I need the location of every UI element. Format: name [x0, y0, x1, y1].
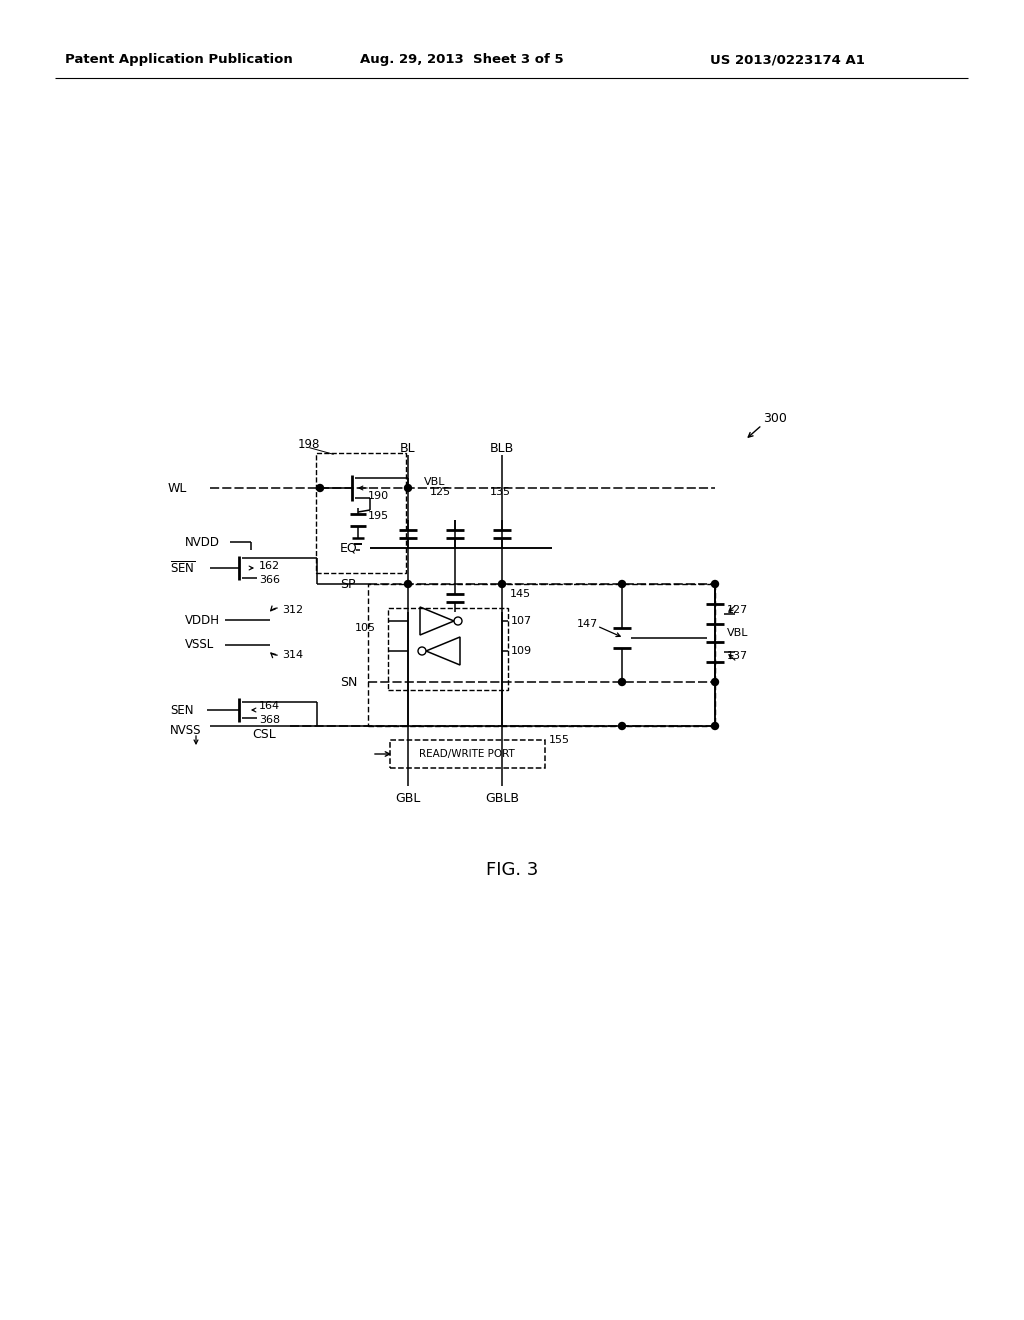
Circle shape — [618, 581, 626, 587]
Text: 147: 147 — [577, 619, 598, 630]
Text: SP: SP — [340, 578, 355, 590]
Text: NVDD: NVDD — [185, 536, 220, 549]
Text: 312: 312 — [282, 605, 303, 615]
Bar — [316, 453, 406, 573]
Text: SN: SN — [340, 676, 357, 689]
Bar — [388, 609, 508, 690]
Text: 162: 162 — [259, 561, 281, 572]
Text: 195: 195 — [368, 511, 389, 521]
Text: 368: 368 — [259, 715, 281, 725]
Text: VBL: VBL — [727, 628, 749, 638]
Text: GBLB: GBLB — [485, 792, 519, 804]
Text: BL: BL — [400, 441, 416, 454]
Text: CSL: CSL — [252, 727, 275, 741]
Text: 135: 135 — [490, 487, 511, 498]
Text: US 2013/0223174 A1: US 2013/0223174 A1 — [710, 54, 865, 66]
Circle shape — [316, 484, 324, 491]
Text: $\overline{\rm SEN}$: $\overline{\rm SEN}$ — [170, 560, 196, 576]
Text: 137: 137 — [727, 651, 749, 661]
Text: WL: WL — [168, 482, 187, 495]
Text: 314: 314 — [282, 649, 303, 660]
Text: GBL: GBL — [395, 792, 421, 804]
Text: 107: 107 — [511, 616, 532, 626]
Text: BLB: BLB — [489, 441, 514, 454]
Text: Patent Application Publication: Patent Application Publication — [65, 54, 293, 66]
Text: 125: 125 — [430, 487, 452, 498]
Text: VSSL: VSSL — [185, 639, 214, 652]
Text: 190: 190 — [368, 491, 389, 502]
Text: Aug. 29, 2013  Sheet 3 of 5: Aug. 29, 2013 Sheet 3 of 5 — [360, 54, 563, 66]
Text: VDDH: VDDH — [185, 614, 220, 627]
Text: 198: 198 — [298, 438, 321, 451]
Text: 109: 109 — [511, 645, 532, 656]
Text: 127: 127 — [727, 605, 749, 615]
Circle shape — [712, 722, 719, 730]
Circle shape — [404, 484, 412, 491]
Text: FIG. 3: FIG. 3 — [485, 861, 539, 879]
Text: 164: 164 — [259, 701, 281, 711]
Text: SEN: SEN — [170, 704, 194, 717]
Text: 366: 366 — [259, 576, 280, 585]
Text: NVSS: NVSS — [170, 723, 202, 737]
Circle shape — [712, 581, 719, 587]
Bar — [368, 583, 715, 726]
Circle shape — [404, 581, 412, 587]
Text: READ/WRITE PORT: READ/WRITE PORT — [419, 748, 515, 759]
Bar — [390, 741, 545, 768]
Text: EQ: EQ — [340, 541, 357, 554]
Text: 155: 155 — [549, 735, 570, 744]
Circle shape — [618, 678, 626, 685]
Circle shape — [712, 678, 719, 685]
Text: VBL: VBL — [424, 477, 445, 487]
Text: 105: 105 — [355, 623, 376, 634]
Circle shape — [618, 722, 626, 730]
Text: 145: 145 — [510, 589, 531, 599]
Circle shape — [499, 581, 506, 587]
Text: 300: 300 — [763, 412, 786, 425]
